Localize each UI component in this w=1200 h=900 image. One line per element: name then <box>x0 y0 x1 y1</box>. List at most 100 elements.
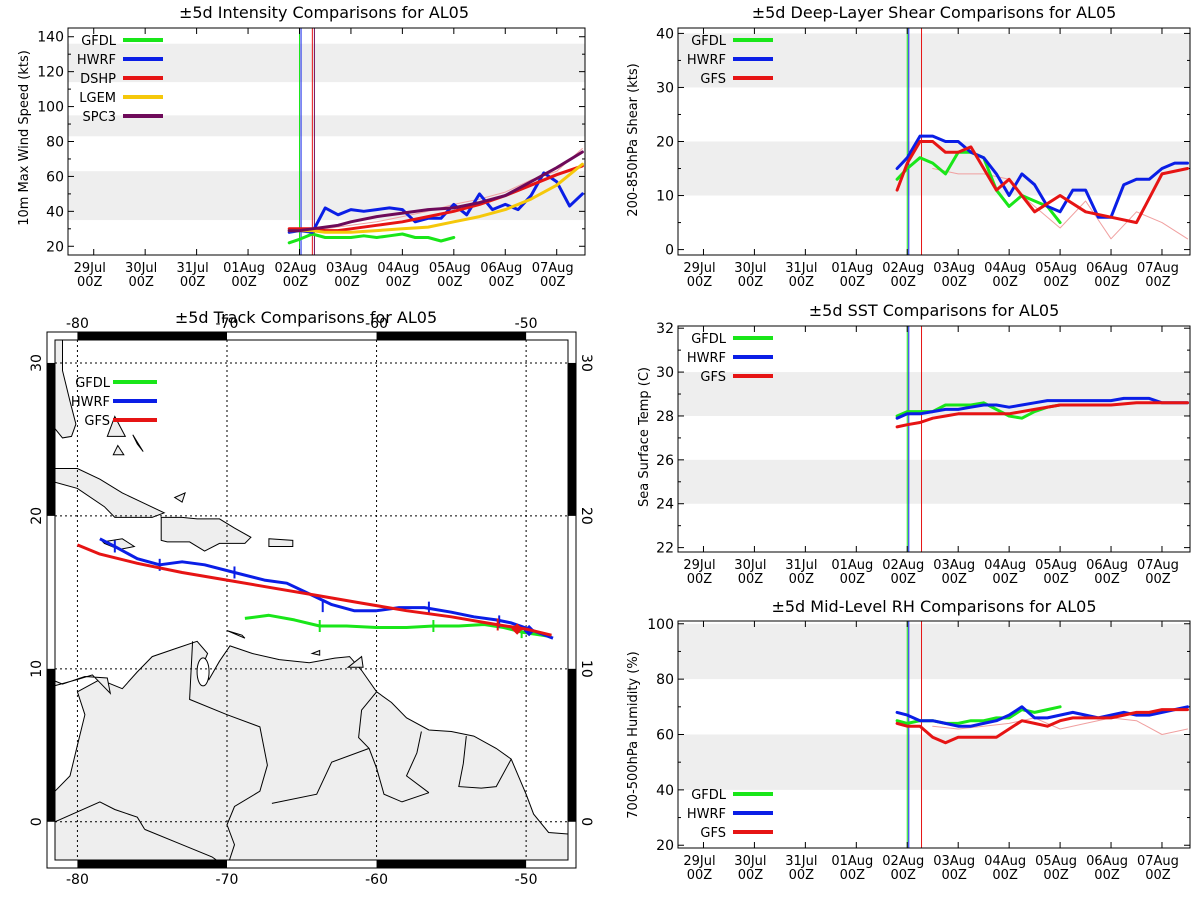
sst-frame <box>677 325 1191 553</box>
shear-xtick-label: 05Aug <box>1035 261 1077 276</box>
shear-series-hwrf <box>895 134 1189 219</box>
sst-xtick-label: 00Z <box>840 572 866 587</box>
country-border <box>144 828 218 860</box>
sst-band <box>678 459 1190 504</box>
map-lat-label: 0 <box>578 817 594 826</box>
map-border-bar <box>77 332 227 340</box>
rh-title: ±5d Mid-Level RH Comparisons for AL05 <box>771 597 1096 616</box>
rh-xtick-label: 00Z <box>738 868 764 883</box>
intensity-ytick-label: 140 <box>37 30 64 46</box>
shear-xtick-label: 00Z <box>687 275 713 290</box>
rh-xtick-label: 06Aug <box>1086 854 1128 869</box>
rh-xtick-label: 03Aug <box>933 854 975 869</box>
sst-chart: ±5d SST Comparisons for AL05 Sea Surface… <box>637 301 1191 587</box>
intensity-xtick-label: 07Aug <box>532 261 574 276</box>
intensity-xtick-label: 00Z <box>231 275 257 290</box>
intensity-xtick-label: 30Jul <box>125 261 157 276</box>
sst-band <box>678 372 1190 416</box>
intensity-series-lgem <box>287 162 584 234</box>
rh-series-gfs <box>895 708 1189 745</box>
shear-xtick-label: 03Aug <box>933 261 975 276</box>
sst-xtick-label: 00Z <box>992 572 1018 587</box>
rh-xtick-label: 00Z <box>992 868 1018 883</box>
sst-legend-label: HWRF <box>687 351 726 366</box>
map-lon-label: -50 <box>515 872 538 888</box>
sst-xtick-label: 03Aug <box>933 558 975 573</box>
intensity-band <box>68 43 585 83</box>
shear-xtick-label: 00Z <box>891 275 917 290</box>
rh-legend-label: HWRF <box>687 807 726 822</box>
land-bahamas-3 <box>132 434 144 452</box>
intensity-xtick-label: 00Z <box>77 275 103 290</box>
country-border <box>271 747 370 804</box>
shear-xtick-label: 07Aug <box>1137 261 1179 276</box>
map-border-bar <box>47 668 55 822</box>
land-south-america <box>55 640 568 860</box>
shear-xtick-label: 00Z <box>738 275 764 290</box>
shear-xtick-label: 30Jul <box>734 261 766 276</box>
land-hispaniola <box>160 516 252 552</box>
map-border-bar <box>376 332 527 340</box>
shear-xtick-label: 31Jul <box>785 261 817 276</box>
intensity-title: ±5d Intensity Comparisons for AL05 <box>179 3 469 22</box>
sst-ytick-label: 28 <box>656 409 674 425</box>
rh-xtick-label: 00Z <box>1145 868 1171 883</box>
intensity-ytick-label: 120 <box>37 65 64 81</box>
rh-xtick-label: 00Z <box>1094 868 1120 883</box>
shear-xtick-label: 00Z <box>840 275 866 290</box>
land-trinidad <box>346 655 364 668</box>
sst-ytick-label: 22 <box>656 541 674 557</box>
shear-xtick-label: 29Jul <box>683 261 715 276</box>
shear-xtick-label: 02Aug <box>882 261 924 276</box>
land-bahamas-1 <box>106 415 127 437</box>
sst-xtick-label: 00Z <box>891 572 917 587</box>
sst-xtick-label: 30Jul <box>734 558 766 573</box>
intensity-band <box>68 115 585 137</box>
sst-xtick-label: 00Z <box>738 572 764 587</box>
intensity-ylabel: 10m Max Wind Speed (kts) <box>17 50 32 226</box>
sst-ytick-label: 26 <box>656 453 674 469</box>
intensity-ytick-label: 80 <box>46 135 64 151</box>
rh-xtick-label: 00Z <box>891 868 917 883</box>
land-bahamas-4 <box>173 491 186 503</box>
rh-band <box>678 623 1190 680</box>
intensity-xtick-label: 00Z <box>128 275 154 290</box>
country-border <box>458 736 512 789</box>
rh-ytick-label: 80 <box>656 672 674 688</box>
shear-legend-label: GFDL <box>691 34 727 49</box>
intensity-ytick-label: 60 <box>46 169 64 185</box>
track-title: ±5d Track Comparisons for AL05 <box>175 308 437 327</box>
shear-xtick-label: 04Aug <box>984 261 1026 276</box>
country-border <box>55 801 146 830</box>
rh-xtick-label: 01Aug <box>831 854 873 869</box>
sst-xtick-label: 05Aug <box>1035 558 1077 573</box>
land-margarita <box>310 649 321 656</box>
intensity-series-hwrf <box>287 171 584 234</box>
rh-band <box>678 734 1190 790</box>
shear-legend-label: GFS <box>700 72 726 87</box>
rh-xtick-label: 00Z <box>687 868 713 883</box>
intensity-xtick-label: 00Z <box>386 275 412 290</box>
map-lat-label: 20 <box>578 507 594 525</box>
shear-series-gfs <box>895 140 1189 225</box>
shear-chart: ±5d Deep-Layer Shear Comparisons for AL0… <box>626 3 1191 290</box>
sst-xtick-label: 02Aug <box>882 558 924 573</box>
map-area <box>55 340 568 860</box>
land-cuba <box>55 468 166 518</box>
shear-ytick-label: 30 <box>656 80 674 96</box>
rh-xtick-label: 29Jul <box>683 854 715 869</box>
intensity-series-spc3 <box>287 150 584 233</box>
land-aruba-curacao <box>226 630 246 639</box>
rh-xtick-label: 00Z <box>840 868 866 883</box>
shear-ytick-label: 10 <box>656 189 674 205</box>
rh-ytick-label: 40 <box>656 783 674 799</box>
sst-legend-label: GFS <box>700 370 726 385</box>
map-lon-label: -50 <box>515 316 538 332</box>
map-outer-frame <box>46 331 577 869</box>
shear-xtick-label: 00Z <box>789 275 815 290</box>
intensity-xtick-label: 00Z <box>334 275 360 290</box>
rh-chart: ±5d Mid-Level RH Comparisons for AL05 70… <box>626 597 1191 883</box>
shear-xtick-label: 00Z <box>992 275 1018 290</box>
land-central-america <box>55 674 112 695</box>
intensity-xtick-label: 02Aug <box>275 261 317 276</box>
